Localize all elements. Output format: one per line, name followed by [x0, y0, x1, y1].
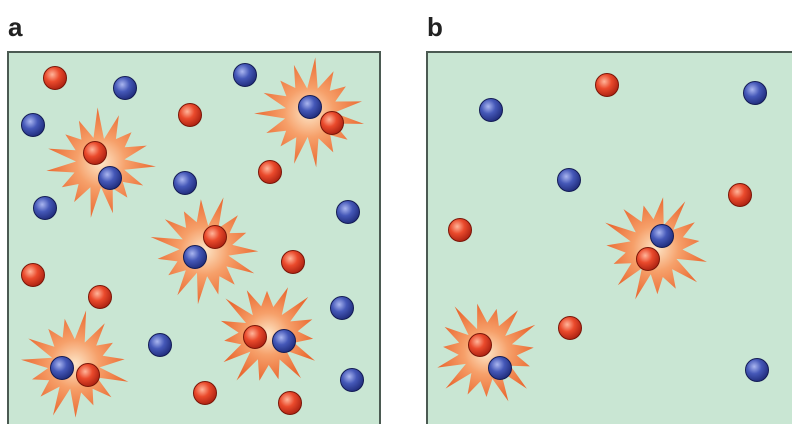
- red-particle: [89, 286, 112, 309]
- page: a b (() => { const data = JSON.parse(doc…: [0, 0, 792, 424]
- blue-particle: [51, 357, 74, 380]
- blue-particle: [489, 357, 512, 380]
- blue-particle: [22, 114, 45, 137]
- panel-label: b: [427, 12, 443, 42]
- red-particle: [729, 184, 752, 207]
- blue-particle: [341, 369, 364, 392]
- blue-particle: [174, 172, 197, 195]
- blue-particle: [114, 77, 137, 100]
- blue-particle: [558, 169, 581, 192]
- red-particle: [637, 248, 660, 271]
- red-particle: [449, 219, 472, 242]
- red-particle: [321, 112, 344, 135]
- red-particle: [559, 317, 582, 340]
- red-particle: [282, 251, 305, 274]
- blue-particle: [337, 201, 360, 224]
- blue-particle: [234, 64, 257, 87]
- red-particle: [194, 382, 217, 405]
- blue-particle: [299, 96, 322, 119]
- red-particle: [469, 334, 492, 357]
- red-particle: [84, 142, 107, 165]
- blue-particle: [480, 99, 503, 122]
- blue-particle: [149, 334, 172, 357]
- red-particle: [259, 161, 282, 184]
- red-particle: [22, 264, 45, 287]
- blue-particle: [651, 225, 674, 248]
- red-particle: [77, 364, 100, 387]
- blue-particle: [184, 246, 207, 269]
- blue-particle: [99, 167, 122, 190]
- red-particle: [596, 74, 619, 97]
- figure: a b: [0, 0, 792, 424]
- blue-particle: [744, 82, 767, 105]
- red-particle: [244, 326, 267, 349]
- red-particle: [279, 392, 302, 415]
- panel-label: a: [8, 12, 23, 42]
- red-particle: [204, 226, 227, 249]
- red-particle: [179, 104, 202, 127]
- blue-particle: [273, 330, 296, 353]
- blue-particle: [331, 297, 354, 320]
- blue-particle: [34, 197, 57, 220]
- red-particle: [44, 67, 67, 90]
- blue-particle: [746, 359, 769, 382]
